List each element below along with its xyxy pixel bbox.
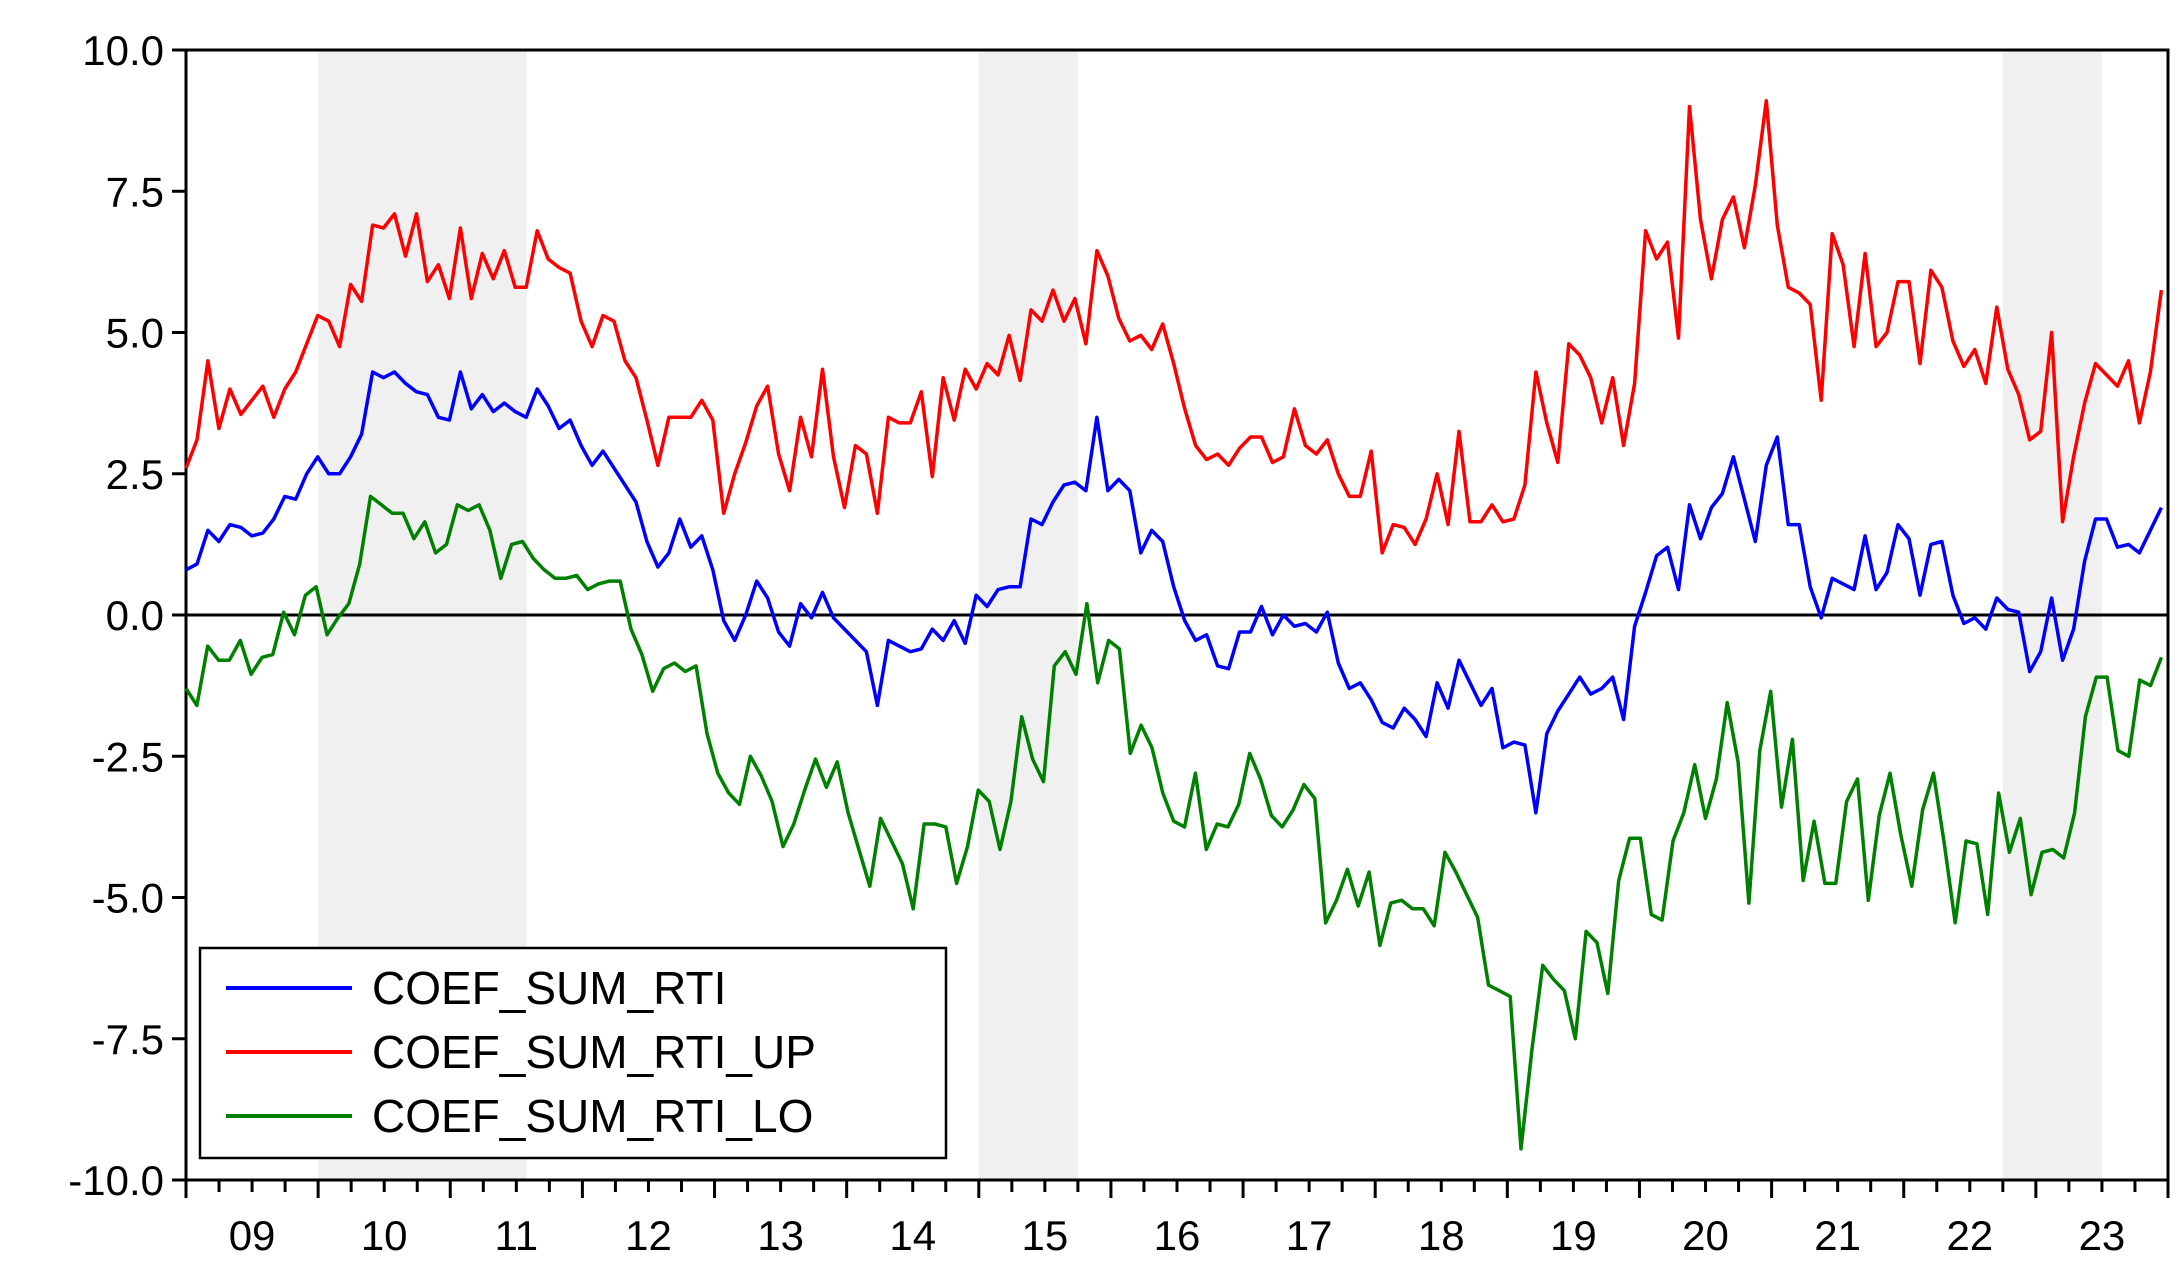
y-tick-label: 7.5 (106, 168, 164, 215)
x-tick-label: 15 (1022, 1212, 1069, 1259)
series-line-coef-sum-rti-up (184, 99, 2164, 555)
x-tick-label: 19 (1550, 1212, 1597, 1259)
y-tick-label: -2.5 (92, 733, 164, 780)
x-tick-label: 23 (2079, 1212, 2126, 1259)
x-tick-label: 22 (1946, 1212, 1993, 1259)
x-tick-label: 17 (1286, 1212, 1333, 1259)
series-line-coef-sum-rti-lo (184, 494, 2164, 1151)
y-axis: 10.0 7.5 5.0 2.5 0.0 -2.5 -5.0 -7.5 -10.0 (68, 27, 186, 1204)
x-tick-label: 12 (625, 1212, 672, 1259)
legend: COEF_SUM_RTI COEF_SUM_RTI_UP COEF_SUM_RT… (198, 946, 948, 1160)
y-tick-label: 2.5 (106, 451, 164, 498)
y-tick-label: -5.0 (92, 875, 164, 922)
legend-label-rti: COEF_SUM_RTI (372, 962, 726, 1014)
x-tick-label: 21 (1814, 1212, 1861, 1259)
y-tick-label: -7.5 (92, 1016, 164, 1063)
y-tick-label: 5.0 (106, 310, 164, 357)
y-tick-label: 0.0 (106, 592, 164, 639)
x-tick-label: 13 (757, 1212, 804, 1259)
legend-label-rti-up: COEF_SUM_RTI_UP (372, 1026, 816, 1078)
x-tick-label: 14 (889, 1212, 936, 1259)
x-axis: 09 10 11 12 13 14 15 16 17 18 19 20 21 22 23 (184, 1180, 2170, 1259)
x-tick-label: 11 (495, 1212, 539, 1259)
x-tick-label: 16 (1154, 1212, 1201, 1259)
x-tick-label: 09 (229, 1212, 276, 1259)
y-tick-label: 10.0 (82, 27, 164, 74)
x-tick-label: 10 (361, 1212, 408, 1259)
x-tick-label: 18 (1418, 1212, 1465, 1259)
series-line-coef-sum-rti (185, 370, 2163, 815)
x-tick-label: 20 (1682, 1212, 1729, 1259)
legend-label-rti-lo: COEF_SUM_RTI_LO (372, 1090, 813, 1142)
y-tick-label: -10.0 (68, 1157, 164, 1204)
series-group (184, 99, 2164, 1151)
